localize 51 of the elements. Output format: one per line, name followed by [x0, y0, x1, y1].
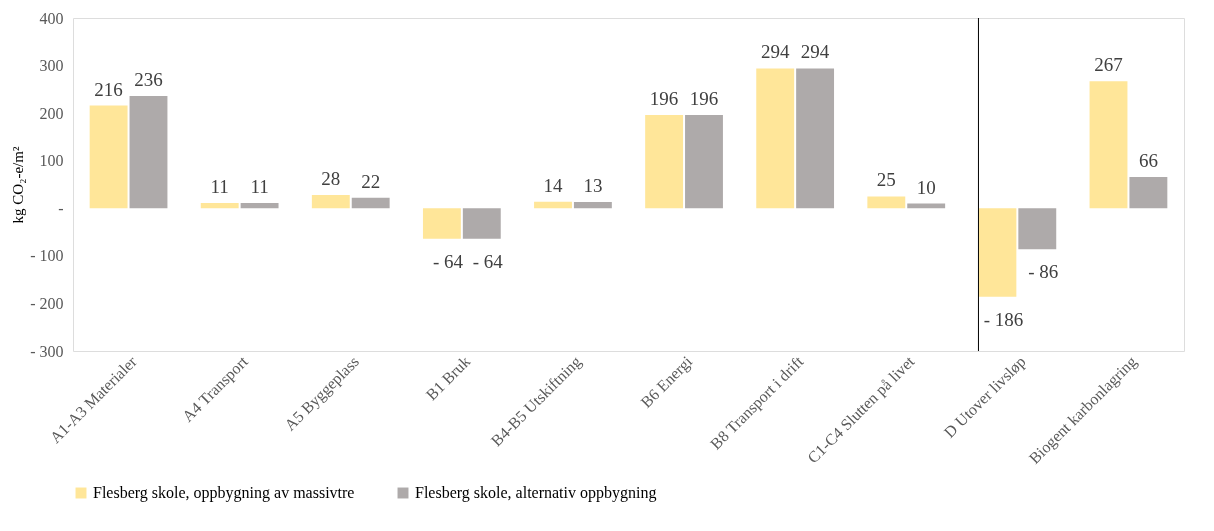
bar: [573, 202, 612, 209]
y-tick-label: - 100: [30, 247, 64, 265]
y-tick-label: - 300: [30, 342, 64, 360]
data-label: 196: [689, 88, 719, 110]
data-label: - 64: [432, 250, 464, 272]
data-label: 28: [321, 167, 341, 189]
data-label: 267: [1094, 54, 1123, 76]
y-tick-label: 200: [39, 104, 64, 122]
y-tick-label: -: [58, 199, 64, 217]
data-label: - 186: [983, 308, 1024, 330]
data-label: 236: [134, 69, 163, 91]
bar: [756, 68, 795, 209]
data-label: 22: [361, 170, 381, 192]
bar: [796, 68, 835, 209]
data-label: 294: [800, 41, 830, 63]
bar: [89, 105, 128, 209]
legend-label: Flesberg skole, alternativ oppbygning: [415, 484, 657, 502]
data-label: 25: [876, 169, 896, 191]
bar: [978, 208, 1017, 297]
bar: [129, 96, 168, 209]
bar: [240, 203, 279, 209]
data-label: 66: [1138, 149, 1158, 171]
data-label: 11: [210, 176, 229, 198]
bar: [867, 196, 906, 209]
bar: [311, 194, 350, 209]
y-axis-title: kg CO₂-e/m²: [10, 146, 27, 224]
bar: [1018, 208, 1057, 250]
bar: [422, 208, 461, 239]
bar: [534, 201, 572, 209]
x-tick-label: B1 Bruk: [422, 352, 474, 404]
data-label: 13: [583, 175, 603, 197]
data-label: 11: [250, 176, 269, 198]
legend-label: Flesberg skole, oppbygning av massivtre: [93, 484, 355, 502]
y-tick-label: - 200: [30, 294, 64, 312]
y-tick-label: 100: [39, 152, 64, 170]
data-label: 294: [760, 41, 790, 63]
bar: [200, 203, 239, 209]
bar: [1089, 81, 1128, 209]
bar: [685, 115, 723, 209]
bar: [351, 197, 390, 209]
bar: [645, 115, 684, 209]
y-tick-label: 400: [39, 9, 64, 27]
bar: [462, 208, 501, 239]
data-label: - 86: [1028, 261, 1059, 283]
y-tick-label: 300: [39, 57, 64, 75]
data-label: 216: [94, 78, 123, 100]
data-label: - 64: [472, 250, 504, 272]
data-label: 14: [543, 174, 564, 196]
data-label: 196: [649, 88, 679, 110]
data-label: 10: [916, 176, 936, 198]
bar: [1129, 176, 1168, 209]
